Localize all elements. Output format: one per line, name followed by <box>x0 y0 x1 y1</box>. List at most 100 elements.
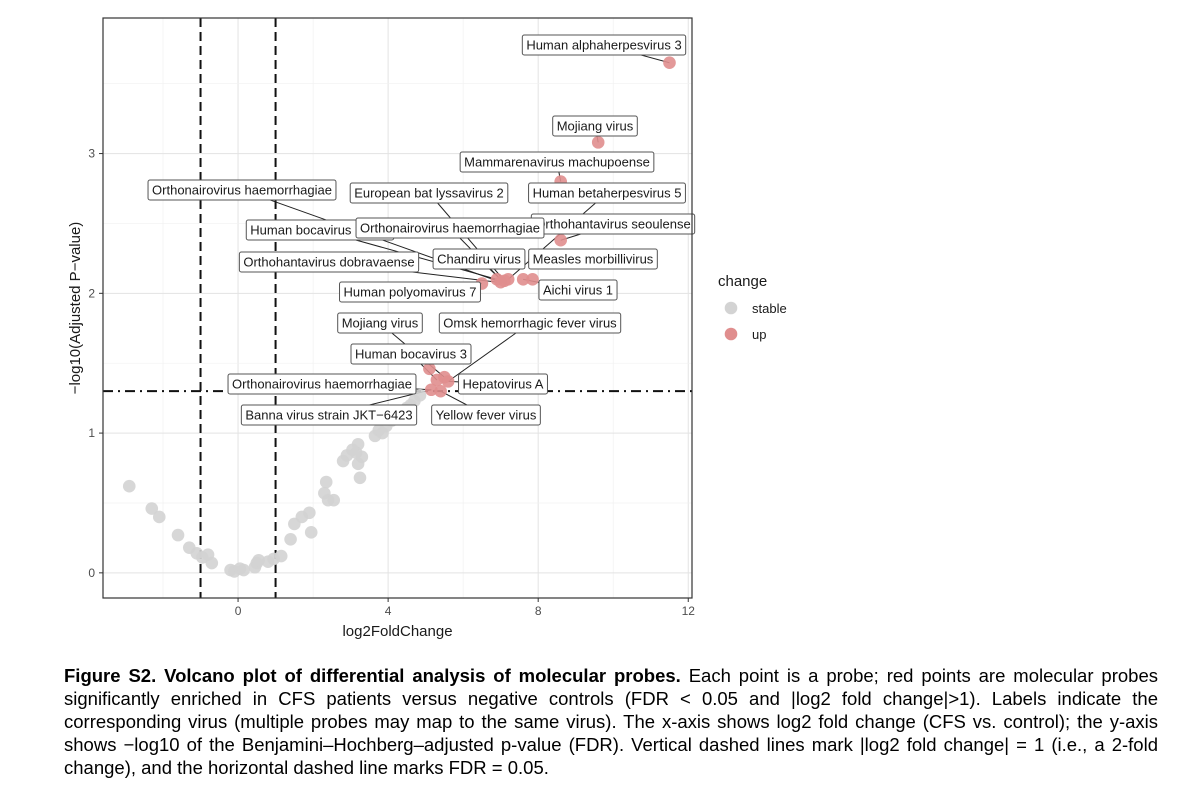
stable-point <box>346 443 359 457</box>
panel-border <box>102 17 693 599</box>
figure-caption: Figure S2. Volcano plot of differential … <box>64 664 1158 779</box>
up-point <box>434 384 447 398</box>
point-label: Human bocavirus 3 <box>350 343 472 365</box>
stable-point <box>237 563 250 577</box>
point-label: Mojiang virus <box>552 115 638 137</box>
label-text: Orthonairovirus haemorrhagiae <box>152 183 332 198</box>
x-axis-title: log2FoldChange <box>342 623 452 640</box>
point-label: Measles morbillivirus <box>528 248 658 270</box>
stable-point <box>355 450 369 464</box>
point-label: Yellow fever virus <box>431 404 541 426</box>
legend-stable-swatch <box>724 301 738 315</box>
legend-up-label: up <box>752 327 766 342</box>
point-label: Banna virus strain JKT−6423 <box>240 404 418 426</box>
label-box <box>227 373 417 395</box>
label-text: Human polyomavirus 7 <box>344 285 477 300</box>
volcano-plot: Human alphaherpesvirus 3 Mojiang virus Mam… <box>67 17 787 640</box>
threshold-lines <box>103 18 692 598</box>
label-text: Orthonairovirus haemorrhagiae <box>360 221 540 236</box>
up-point <box>498 274 511 288</box>
label-text: Hepatovirus A <box>463 377 544 392</box>
label-box <box>438 312 622 334</box>
stable-point <box>171 528 185 542</box>
up-point <box>591 136 605 149</box>
y-tick-label: 0 <box>88 566 95 580</box>
label-box <box>349 182 509 204</box>
point-label: Orthohantavirus seoulense <box>530 213 696 235</box>
point-label: Human betaherpesvirus 5 <box>528 182 686 204</box>
point-label: Orthonairovirus haemorrhagiae <box>227 373 417 395</box>
point-labels: Human alphaherpesvirus 3 Mojiang virus Mam… <box>147 34 696 426</box>
up-point <box>526 273 539 286</box>
label-box <box>528 248 658 270</box>
label-box <box>432 248 526 270</box>
stable-point <box>327 493 341 507</box>
stable-point <box>274 549 288 563</box>
label-text: Aichi virus 1 <box>543 283 613 298</box>
label-text: European bat lyssavirus 2 <box>354 186 504 201</box>
y-tick-label: 3 <box>88 147 95 161</box>
up-point <box>663 56 676 70</box>
stable-point <box>303 506 316 520</box>
label-box <box>458 373 548 395</box>
stable-point <box>353 471 367 485</box>
stable-point <box>252 553 265 567</box>
stable-point <box>122 479 136 493</box>
caption-body: Each point is a probe; red points are mo… <box>64 665 1158 778</box>
y-tick-label: 1 <box>88 426 95 440</box>
stable-point <box>145 502 159 515</box>
label-box <box>538 279 618 301</box>
label-box <box>339 281 481 303</box>
label-box <box>238 251 420 273</box>
caption-title: Figure S2. Volcano plot of differential … <box>64 665 681 686</box>
legend-stable-label: stable <box>752 301 787 316</box>
label-box <box>350 343 472 365</box>
label-text: Mammarenavirus machupoense <box>464 155 650 170</box>
up-point <box>554 233 567 247</box>
point-label: Mammarenavirus machupoense <box>459 151 655 173</box>
up-point <box>423 362 436 376</box>
stable-point <box>284 533 297 546</box>
label-text: Human bocavirus 3 <box>355 347 467 362</box>
x-tick-label: 4 <box>385 604 392 618</box>
stable-point <box>413 389 427 402</box>
label-text: Mojiang virus <box>557 119 634 134</box>
point-label: Orthohantavirus dobravaense <box>238 251 420 273</box>
label-box <box>521 34 687 56</box>
up-point <box>516 273 530 286</box>
label-text: Banna virus strain JKT−6423 <box>245 408 412 423</box>
label-text: Human alphaherpesvirus 3 <box>526 38 681 53</box>
point-label: Hepatovirus A <box>458 373 548 395</box>
legend-title: change <box>718 273 767 290</box>
legend-up-swatch <box>724 327 738 341</box>
label-text: Orthonairovirus haemorrhagiae <box>232 377 412 392</box>
y-axis-title: −log10(Adjusted P−value) <box>67 222 84 395</box>
label-text: Human bocavirus 2c PK <box>250 223 390 238</box>
label-text: Human betaherpesvirus 5 <box>533 186 682 201</box>
label-text: Chandiru virus <box>437 252 521 267</box>
point-label: Mojiang virus <box>337 312 423 334</box>
label-box <box>147 179 337 201</box>
label-box <box>459 151 655 173</box>
x-tick-label: 12 <box>682 604 696 618</box>
y-tick-label: 2 <box>88 286 95 300</box>
legend: change stable up <box>718 273 787 342</box>
grid <box>103 18 692 598</box>
stable-point <box>205 556 219 570</box>
label-box <box>528 182 686 204</box>
label-box <box>431 404 541 426</box>
point-label: Chandiru virus <box>432 248 526 270</box>
point-label: Human alphaherpesvirus 3 <box>521 34 687 56</box>
label-box <box>240 404 418 426</box>
label-text: Orthohantavirus dobravaense <box>243 255 414 270</box>
label-text: Orthohantavirus seoulense <box>535 217 690 232</box>
point-label: Human polyomavirus 7 <box>339 281 481 303</box>
label-text: Yellow fever virus <box>436 408 537 423</box>
label-box <box>552 115 638 137</box>
point-label: Omsk hemorrhagic fever virus <box>438 312 622 334</box>
point-label: Orthonairovirus haemorrhagiae <box>147 179 337 201</box>
stable-point <box>319 475 333 489</box>
label-box <box>337 312 423 334</box>
point-label: Aichi virus 1 <box>538 279 618 301</box>
